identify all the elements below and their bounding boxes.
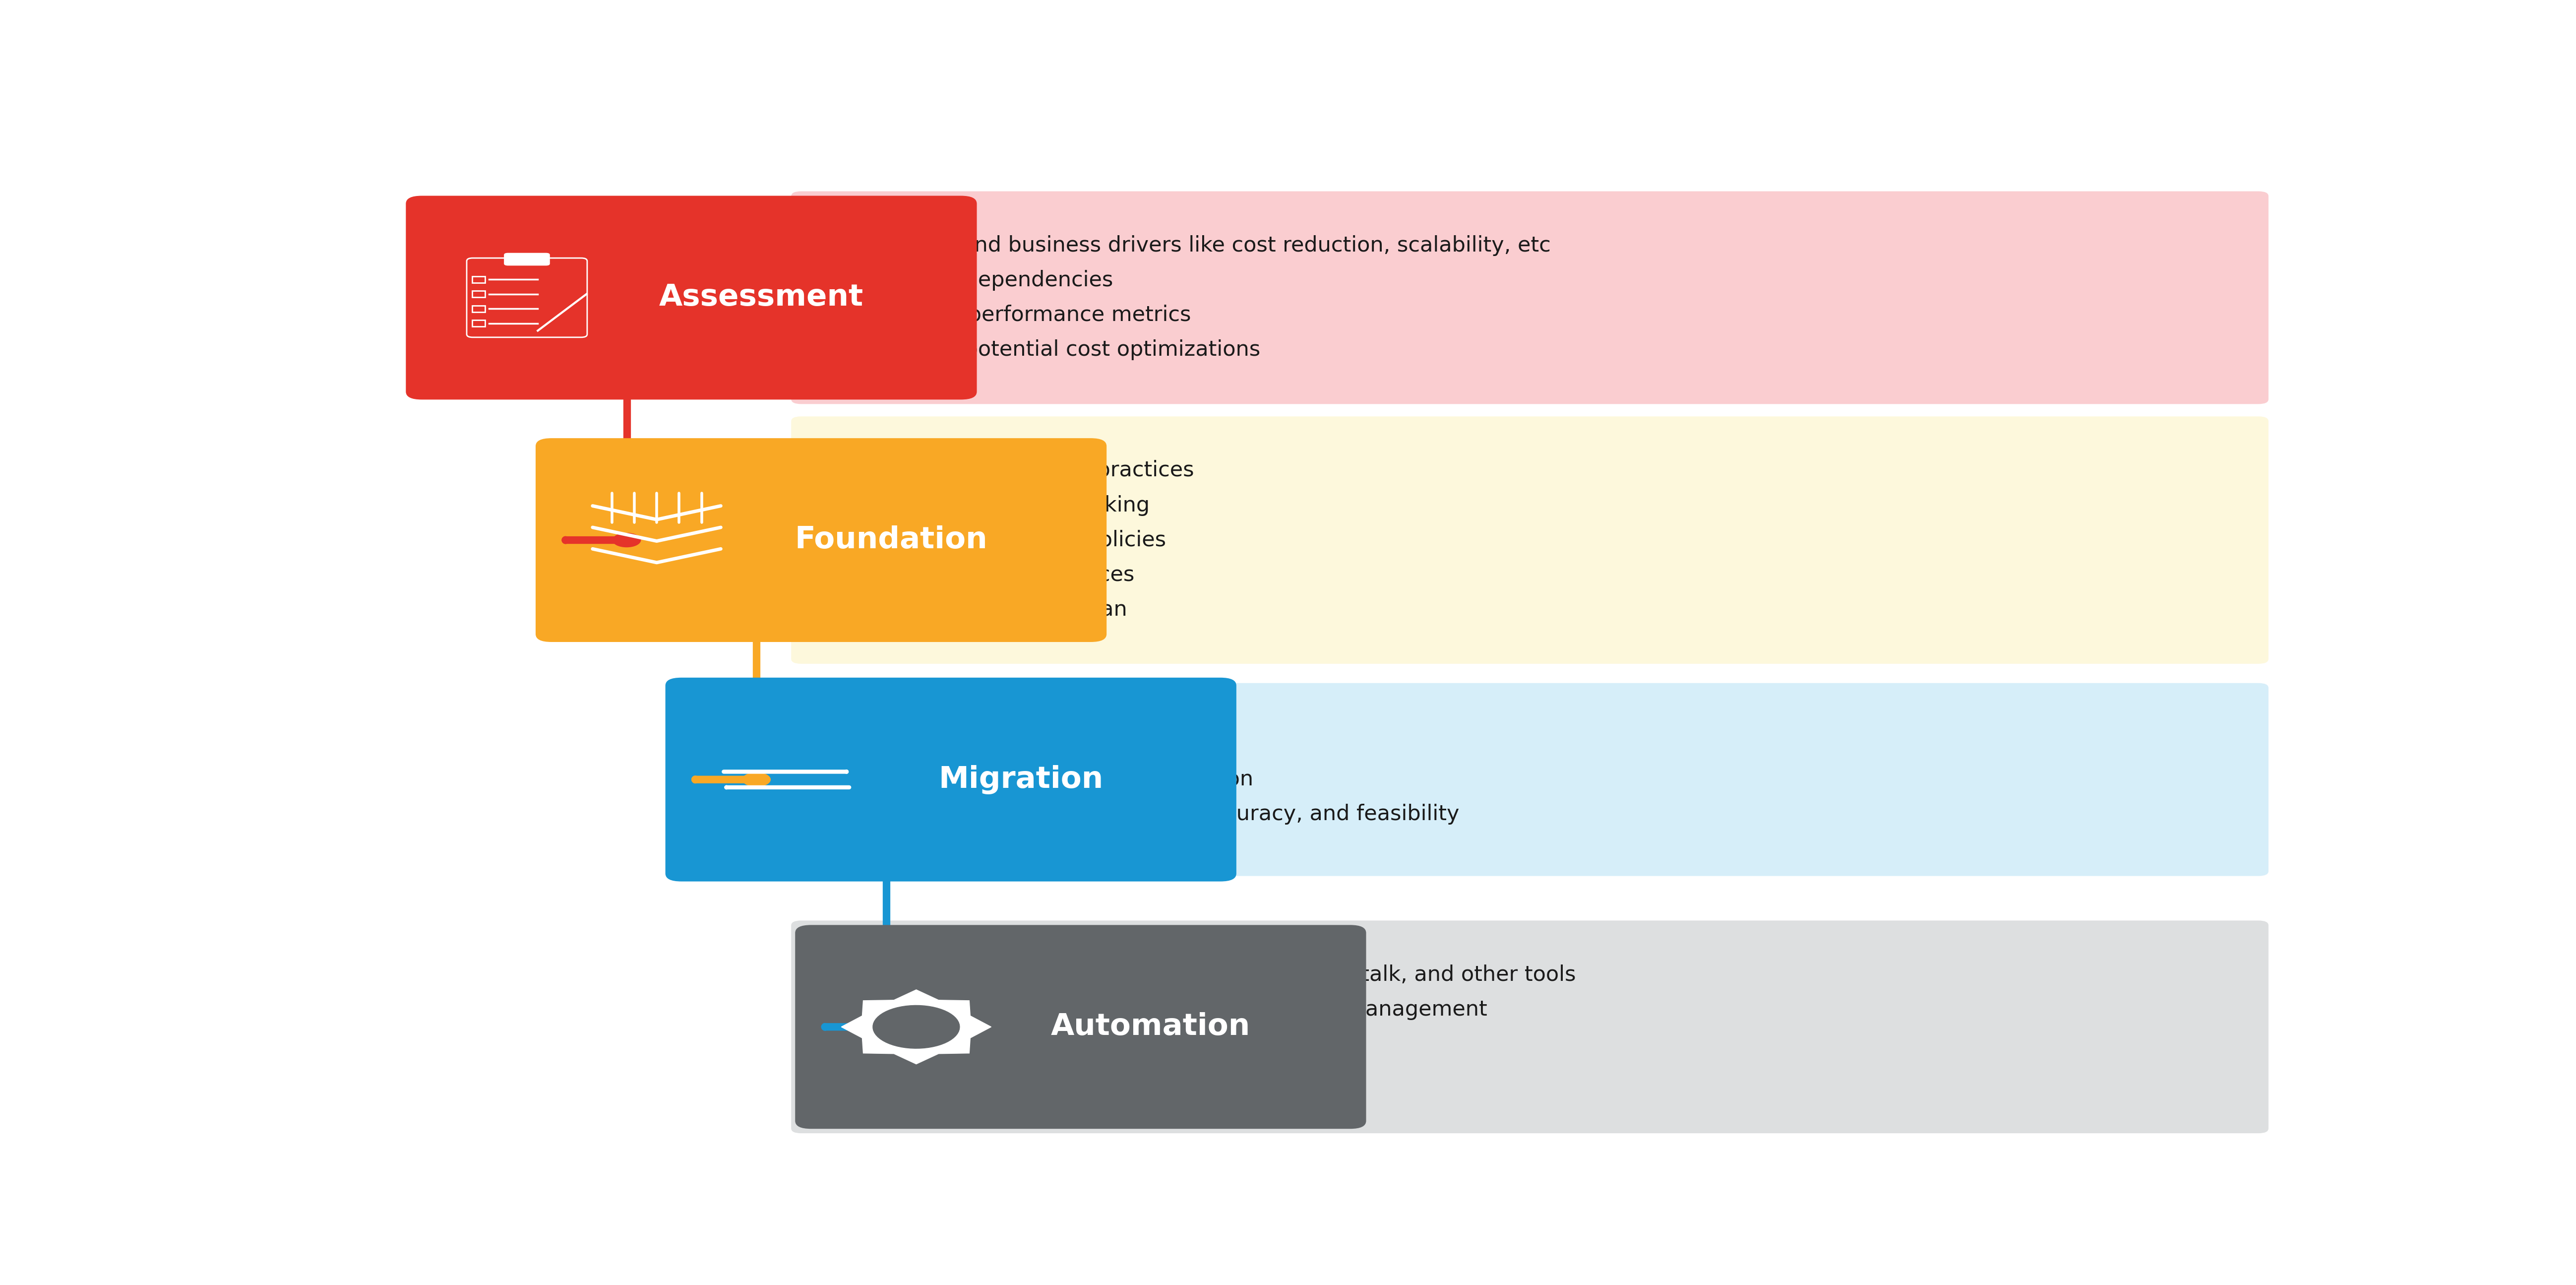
FancyBboxPatch shape [407, 195, 976, 400]
FancyBboxPatch shape [505, 253, 549, 266]
Polygon shape [873, 1005, 961, 1049]
FancyBboxPatch shape [796, 925, 1365, 1128]
Circle shape [742, 772, 770, 786]
Circle shape [873, 1020, 899, 1034]
Text: •  Automate with cloudFormation, Elastic Beanstalk, and other tools
•  Streamlin: • Automate with cloudFormation, Elastic … [850, 964, 1577, 1090]
FancyBboxPatch shape [791, 191, 2269, 403]
Text: •  Understand business drivers like cost reduction, scalability, etc
•  Identify: • Understand business drivers like cost … [850, 235, 1551, 360]
FancyBboxPatch shape [466, 258, 587, 337]
FancyBboxPatch shape [791, 416, 2269, 664]
Bar [471, 306, 484, 312]
Text: Foundation: Foundation [796, 526, 987, 555]
Text: Assessment: Assessment [659, 283, 863, 312]
Bar [471, 290, 484, 297]
Text: Migration: Migration [938, 765, 1103, 794]
Circle shape [613, 533, 641, 547]
FancyBboxPatch shape [536, 438, 1108, 642]
FancyBboxPatch shape [791, 684, 2269, 876]
Text: •  Select migration method
•  Test and validate in non-production
•  Ensure cons: • Select migration method • Test and val… [850, 734, 1461, 825]
Bar [471, 276, 484, 283]
Bar [471, 320, 484, 326]
FancyBboxPatch shape [791, 920, 2269, 1133]
Polygon shape [873, 1005, 961, 1049]
Text: •  Align with AWS best practices
•  Set up secure networking
•  Define governanc: • Align with AWS best practices • Set up… [850, 460, 1195, 621]
Text: Automation: Automation [1051, 1013, 1249, 1042]
Polygon shape [842, 989, 992, 1064]
FancyBboxPatch shape [665, 677, 1236, 882]
